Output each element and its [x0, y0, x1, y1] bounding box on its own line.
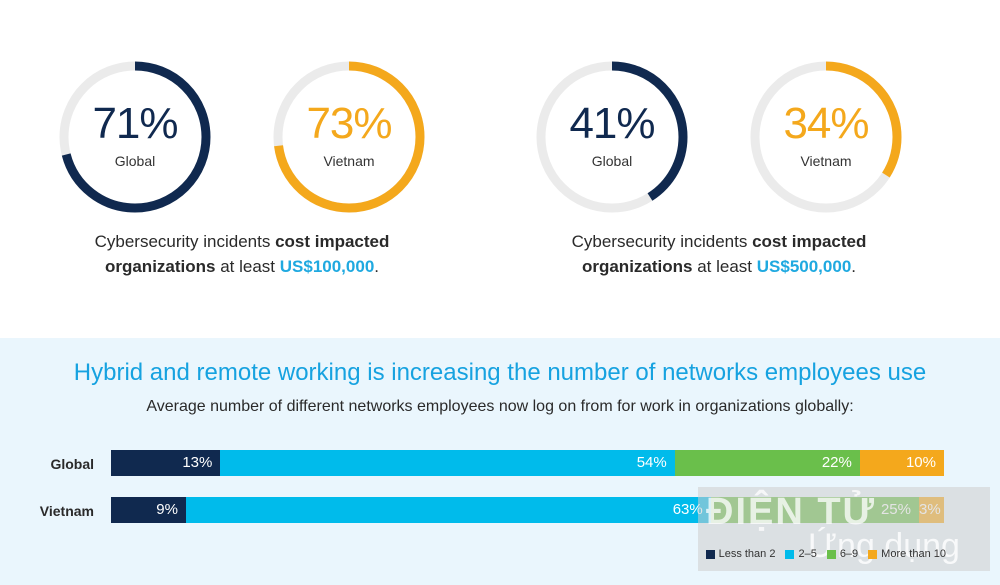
- caption-bold: cost impacted: [752, 232, 867, 251]
- legend-label: More than 10: [881, 548, 946, 560]
- donut-label: Vietnam: [800, 153, 852, 169]
- legend-item: 6–9: [826, 548, 859, 560]
- watermark-line2: Ứng dụng: [808, 527, 960, 565]
- donut-label: Global: [114, 153, 156, 169]
- legend-item: Less than 2: [705, 548, 776, 560]
- bar-segment-1: 54%: [220, 450, 675, 476]
- legend-swatch: [705, 549, 715, 559]
- section-subheadline: Average number of different networks emp…: [146, 398, 854, 415]
- legend-item: 2–5: [785, 548, 817, 560]
- donut-vietnam-500k: 34% Vietnam: [746, 57, 906, 217]
- legend-label: 6–9: [839, 548, 859, 560]
- caption-amount: US$100,000: [279, 257, 375, 276]
- donut-arc: [59, 61, 211, 213]
- section-headline: Hybrid and remote working is increasing …: [73, 359, 927, 386]
- caption-bold: cost impacted: [275, 232, 390, 251]
- legend-label: Less than 2: [718, 548, 776, 560]
- bar-segment-0: 9%: [111, 497, 186, 523]
- donut-vietnam-100k: 73% Vietnam: [269, 57, 429, 217]
- donut-global-500k: 41% Global: [532, 57, 692, 217]
- caption-text: Cybersecurity incidents: [94, 232, 276, 251]
- caption-text: .: [374, 257, 380, 276]
- donut-ring: [59, 61, 211, 213]
- caption-text: at least: [215, 257, 280, 276]
- donut-arc: [536, 61, 688, 213]
- legend-label: 2–5: [798, 548, 817, 560]
- donut-percent: 71%: [92, 99, 178, 148]
- donut-arc: [273, 61, 425, 213]
- donut-ring: [750, 61, 902, 213]
- caption-amount: US$500,000: [756, 257, 852, 276]
- bar-segment-0: 13%: [111, 450, 221, 476]
- row-label-vietnam: Vietnam: [39, 503, 94, 519]
- legend-swatch: [785, 549, 795, 559]
- donut-ring: [536, 61, 688, 213]
- legend-item: More than 10: [868, 548, 946, 560]
- caption-bold: organizations: [104, 257, 216, 276]
- caption-text: at least: [692, 257, 757, 276]
- bar-segment-3: 10%: [859, 450, 944, 476]
- watermark-logo: ĐIỆN TỬ Ứng dụng: [698, 487, 990, 571]
- donut-label: Global: [591, 153, 633, 169]
- donut-global-100k: 71% Global: [55, 57, 215, 217]
- stats-section: 71% Global 73% Vietnam 41% Global 34% Vi…: [32, 57, 929, 279]
- donut-percent: 34%: [783, 99, 869, 148]
- caption-text: Cybersecurity incidents: [571, 232, 753, 251]
- caption-500k: Cybersecurity incidents cost impacted or…: [509, 229, 929, 279]
- caption-bold: organizations: [581, 257, 693, 276]
- donut-percent: 73%: [306, 99, 392, 148]
- donut-label: Vietnam: [323, 153, 375, 169]
- bar-segment-2: 22%: [674, 450, 860, 476]
- watermark-line1: ĐIỆN TỬ: [706, 491, 877, 533]
- caption-text: .: [851, 257, 857, 276]
- legend-swatch: [826, 549, 836, 559]
- row-label-global: Global: [50, 456, 94, 472]
- legend-swatch: [868, 549, 878, 559]
- bar-segment-1: 63%: [185, 497, 711, 523]
- donut-arc: [750, 61, 902, 213]
- stacked-bar-global: 13% 54% 22% 10%: [111, 450, 944, 476]
- chart-legend: Less than 2 2–5 6–9 More than 10: [705, 548, 946, 560]
- caption-100k: Cybersecurity incidents cost impacted or…: [32, 229, 452, 279]
- donut-percent: 41%: [569, 99, 655, 148]
- donut-ring: [273, 61, 425, 213]
